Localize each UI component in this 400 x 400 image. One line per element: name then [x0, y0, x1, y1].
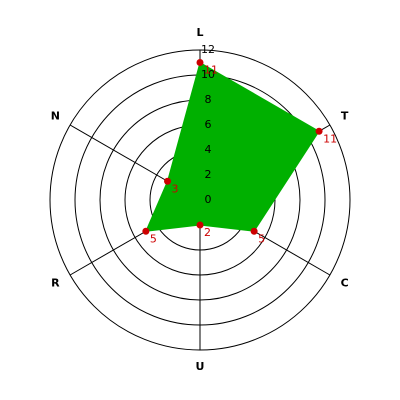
value-label: 5	[258, 232, 265, 245]
ring-label: 0	[205, 193, 212, 206]
value-label: 2	[204, 226, 211, 239]
radar-area	[145, 61, 320, 232]
axis-label: T	[341, 110, 349, 123]
ring-label: 2	[205, 168, 212, 181]
axis-label: U	[196, 360, 205, 373]
ring-label: 8	[205, 93, 212, 106]
value-label: 11	[204, 64, 218, 77]
ring-label: 4	[205, 143, 212, 156]
point	[196, 221, 204, 229]
value-label: 11	[323, 132, 337, 145]
ring-label: 6	[205, 118, 212, 131]
point	[142, 227, 150, 235]
point	[250, 227, 258, 235]
value-label: 5	[150, 232, 157, 245]
ring-label: 12	[201, 43, 215, 56]
axis-label: L	[196, 26, 203, 39]
point	[315, 127, 323, 135]
point	[196, 59, 204, 66]
point	[164, 177, 172, 185]
axis-label: N	[51, 110, 60, 123]
axis-label: C	[341, 277, 349, 290]
axis-label: R	[51, 277, 60, 290]
value-label: 3	[172, 182, 179, 195]
ring-label: 10	[201, 68, 215, 81]
